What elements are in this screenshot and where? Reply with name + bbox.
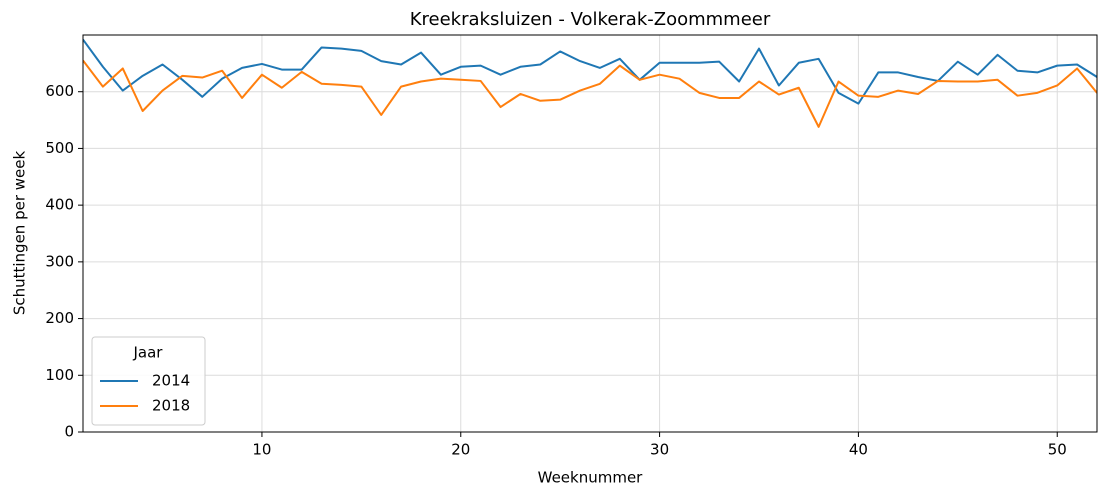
legend-box — [91, 336, 206, 426]
x-tick-label: 50 — [1048, 441, 1067, 459]
x-tick-label: 10 — [252, 441, 271, 459]
y-tick-label: 200 — [45, 309, 74, 327]
y-tick-label: 0 — [64, 423, 74, 441]
line-series — [83, 38, 1097, 105]
x-tick-label: 20 — [451, 441, 470, 459]
x-axis-label: Weeknummer — [538, 469, 644, 487]
legend-label: 2014 — [152, 372, 190, 390]
x-tick-label: 30 — [650, 441, 669, 459]
line-series — [83, 59, 1097, 128]
y-tick-label: 400 — [45, 196, 74, 214]
legend-label: 2018 — [152, 397, 190, 415]
chart-title: Kreekraksluizen - Volkerak-Zoommmeer — [410, 9, 771, 30]
y-tick-label: 100 — [45, 366, 74, 384]
x-tick-label: 40 — [849, 441, 868, 459]
y-tick-label: 300 — [45, 252, 74, 270]
y-tick-label: 600 — [45, 82, 74, 100]
legend-title: Jaar — [133, 344, 164, 362]
y-axis-label: Schuttingen per week — [11, 151, 29, 316]
plot-frame — [82, 34, 1098, 433]
y-tick-label: 500 — [45, 139, 74, 157]
